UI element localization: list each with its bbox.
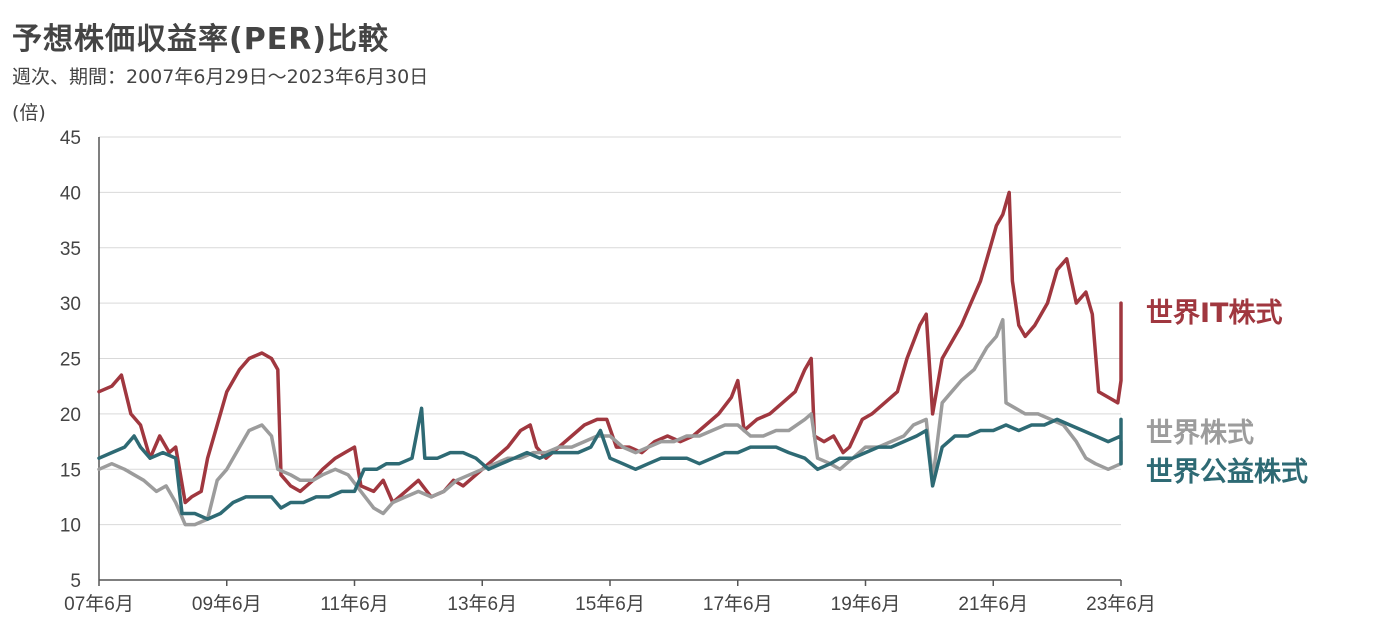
x-tick-label: 17年6月: [703, 593, 773, 615]
x-tick-label: 15年6月: [575, 593, 645, 615]
series-line-2: [97, 406, 1123, 521]
x-tick-label: 23年6月: [1086, 593, 1156, 615]
series-label-0: 世界IT株式: [1146, 298, 1282, 329]
y-tick-label: 25: [60, 350, 81, 371]
x-tick-label: 13年6月: [447, 593, 517, 615]
y-tick-label: 35: [60, 239, 81, 260]
series-label-2: 世界公益株式: [1146, 457, 1308, 488]
chart-title: 予想株価収益率(PER)比較: [12, 22, 390, 57]
series-label-1: 世界株式: [1146, 418, 1254, 449]
series-line-0: [97, 190, 1123, 505]
x-tick-label: 19年6月: [831, 593, 901, 615]
x-tick-label: 09年6月: [192, 593, 262, 615]
gridlines: [99, 136, 1121, 526]
y-tick-label: 10: [60, 516, 81, 537]
series-lines: [97, 190, 1123, 527]
y-tick-label: 5: [70, 571, 81, 592]
x-tick-label: 07年6月: [64, 593, 134, 615]
axes: 5 10 15 20 25 30 35 40 45 07年6月 09年6月 11年6月 13年6月 15年…: [60, 128, 1156, 615]
x-tick-label: 11年6月: [320, 593, 388, 615]
y-axis-unit-label: (倍): [12, 102, 46, 124]
x-tick-label: 21年6月: [958, 593, 1028, 615]
y-tick-label: 40: [60, 183, 81, 204]
chart-subtitle: 週次、期間：2007年6月29日～2023年6月30日: [12, 66, 429, 88]
y-tick-label: 45: [60, 128, 81, 149]
y-tick-label: 30: [60, 294, 81, 315]
y-tick-label: 20: [60, 405, 81, 426]
series-line-1: [97, 317, 1123, 527]
y-tick-label: 15: [60, 460, 81, 481]
